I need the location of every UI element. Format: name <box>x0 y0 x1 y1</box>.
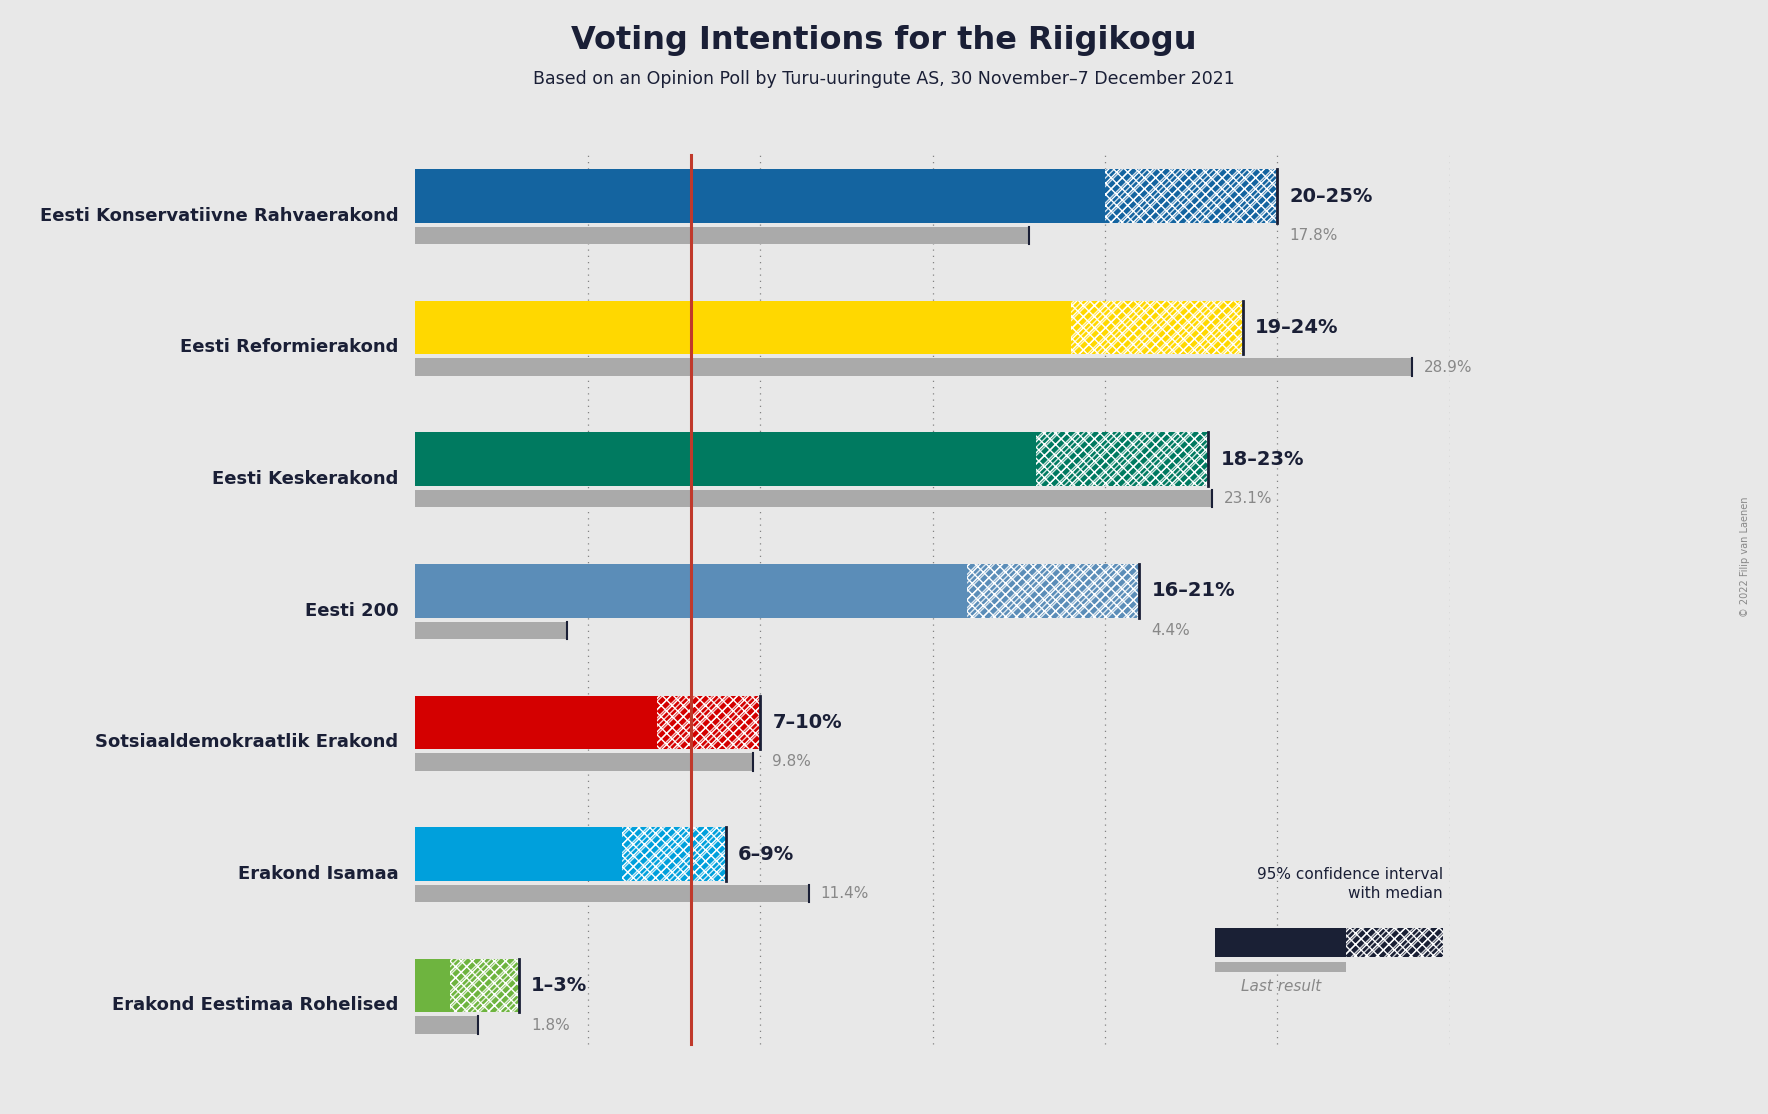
Bar <box>658 695 760 750</box>
Bar <box>1071 301 1243 354</box>
Text: 1.8%: 1.8% <box>530 1018 569 1033</box>
Text: 20–25%: 20–25% <box>1289 186 1372 205</box>
Text: Eesti Reformierakond: Eesti Reformierakond <box>180 339 398 356</box>
Text: Based on an Opinion Poll by Turu-uuringute AS, 30 November–7 December 2021: Based on an Opinion Poll by Turu-uuringu… <box>534 70 1234 88</box>
Text: Voting Intentions for the Riigikogu: Voting Intentions for the Riigikogu <box>571 25 1197 56</box>
Bar <box>1036 432 1209 486</box>
Bar <box>415 828 622 881</box>
Bar <box>1071 301 1243 354</box>
Bar <box>415 432 1036 486</box>
Bar <box>415 169 1105 223</box>
Bar <box>1215 961 1347 971</box>
Bar <box>415 490 1211 508</box>
Bar <box>658 695 760 750</box>
Text: Eesti 200: Eesti 200 <box>304 602 398 619</box>
Bar <box>415 622 568 639</box>
Bar <box>415 301 1071 354</box>
Bar <box>415 1016 477 1034</box>
Bar <box>1347 928 1443 957</box>
Bar <box>967 564 1140 617</box>
Bar <box>1347 928 1443 957</box>
Text: Erakond Eestimaa Rohelised: Erakond Eestimaa Rohelised <box>111 996 398 1015</box>
Bar <box>622 828 727 881</box>
Bar <box>415 959 449 1013</box>
Bar <box>1105 169 1278 223</box>
Bar <box>415 359 1413 375</box>
Bar <box>967 564 1140 617</box>
Text: 19–24%: 19–24% <box>1255 319 1338 338</box>
Bar <box>1347 928 1443 957</box>
Bar <box>658 695 760 750</box>
Bar <box>415 227 1029 244</box>
Text: 9.8%: 9.8% <box>773 754 812 770</box>
Text: 7–10%: 7–10% <box>773 713 842 732</box>
Text: 18–23%: 18–23% <box>1220 450 1305 469</box>
Bar <box>1215 928 1347 957</box>
Text: Eesti Konservatiivne Rahvaerakond: Eesti Konservatiivne Rahvaerakond <box>39 207 398 225</box>
Bar <box>415 695 658 750</box>
Bar <box>415 885 808 902</box>
Text: Sotsiaaldemokraatlik Erakond: Sotsiaaldemokraatlik Erakond <box>95 733 398 751</box>
Bar <box>449 959 520 1013</box>
Text: 16–21%: 16–21% <box>1151 582 1236 600</box>
Bar <box>415 753 753 771</box>
Bar <box>622 828 727 881</box>
Text: Erakond Isamaa: Erakond Isamaa <box>237 864 398 882</box>
Bar <box>449 959 520 1013</box>
Bar <box>1105 169 1278 223</box>
Text: 95% confidence interval
with median: 95% confidence interval with median <box>1257 867 1443 901</box>
Text: 11.4%: 11.4% <box>820 886 868 901</box>
Bar <box>1105 169 1278 223</box>
Bar <box>415 564 967 617</box>
Text: 23.1%: 23.1% <box>1223 491 1273 506</box>
Bar <box>967 564 1140 617</box>
Bar <box>1071 301 1243 354</box>
Text: 4.4%: 4.4% <box>1151 623 1190 638</box>
Text: © 2022 Filip van Laenen: © 2022 Filip van Laenen <box>1740 497 1750 617</box>
Bar <box>1036 432 1209 486</box>
Text: Eesti Keskerakond: Eesti Keskerakond <box>212 470 398 488</box>
Bar <box>449 959 520 1013</box>
Text: Last result: Last result <box>1241 979 1321 995</box>
Text: 17.8%: 17.8% <box>1289 228 1338 243</box>
Text: 1–3%: 1–3% <box>530 976 587 995</box>
Text: 6–9%: 6–9% <box>737 844 794 863</box>
Bar <box>1036 432 1209 486</box>
Bar <box>622 828 727 881</box>
Text: 28.9%: 28.9% <box>1423 360 1473 374</box>
